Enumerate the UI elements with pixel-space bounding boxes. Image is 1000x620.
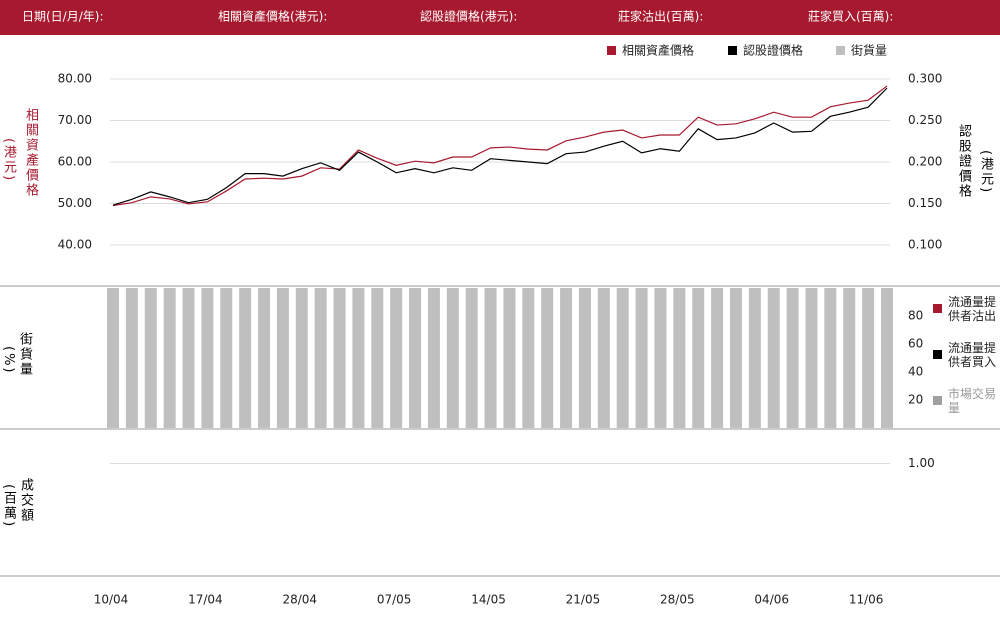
bar (843, 288, 856, 428)
bar (824, 288, 837, 428)
bar (276, 288, 289, 428)
bar (258, 288, 271, 428)
bar (239, 288, 252, 428)
legend-swatch (933, 350, 942, 359)
y-tick-label: 80 (908, 309, 923, 323)
x-tick-label: 10/04 (94, 593, 129, 607)
y-tick-label: 60 (908, 337, 923, 351)
y-axis-label: 成交額 (18, 478, 33, 523)
y-tick-label: 60.00 (58, 155, 92, 169)
line (112, 85, 888, 207)
x-tick-label: 28/05 (660, 593, 695, 607)
legend-swatch (933, 304, 942, 313)
legend-label: 市場交易量 (948, 387, 997, 415)
y2-axis-unit: (港元) (978, 150, 993, 195)
legend-label: 相關資產價格 (622, 43, 694, 58)
bar (654, 288, 667, 428)
bar (125, 288, 138, 428)
bar (767, 288, 780, 428)
bar (390, 288, 403, 428)
header-label: 相關資產價格(港元): (218, 9, 327, 24)
legend-label: 流通量提供者沽出 (948, 295, 997, 323)
y-tick-label: 80.00 (58, 72, 92, 86)
y-tick-label: 20 (908, 393, 923, 407)
bar (862, 288, 875, 428)
x-tick-label: 28/04 (282, 593, 317, 607)
legend-label: 街貨量 (851, 43, 887, 58)
bar (616, 288, 629, 428)
legend-label: 流通量提供者買入 (948, 341, 997, 369)
y-tick-label: 40 (908, 365, 923, 379)
header-label: 莊家買入(百萬): (808, 9, 893, 24)
x-tick-label: 07/05 (377, 593, 412, 607)
bar (560, 288, 573, 428)
bar (484, 288, 497, 428)
y-tick-label: 1.00 (908, 456, 935, 470)
legend-swatch (607, 46, 616, 55)
y-axis-unit: (百萬) (1, 484, 16, 529)
legend-swatch (933, 396, 942, 405)
bar (295, 288, 308, 428)
y2-tick-label: 0.250 (908, 113, 942, 127)
x-tick-label: 04/06 (754, 593, 789, 607)
bar (427, 288, 440, 428)
header-label: 莊家沽出(百萬): (618, 9, 703, 24)
bar (635, 288, 648, 428)
y-tick-label: 40.00 (58, 238, 92, 252)
y2-tick-label: 0.200 (908, 155, 942, 169)
legend-swatch (728, 46, 737, 55)
bar (220, 288, 233, 428)
bar (352, 288, 365, 428)
bar (673, 288, 686, 428)
y2-tick-label: 0.150 (908, 196, 942, 210)
legend-label: 認股證價格 (743, 43, 803, 58)
bar (522, 288, 535, 428)
x-tick-label: 21/05 (566, 593, 601, 607)
legend-swatch (836, 46, 845, 55)
bar (333, 288, 346, 428)
x-tick-label: 11/06 (849, 593, 884, 607)
y2-tick-label: 0.100 (908, 238, 942, 252)
bar (881, 288, 893, 428)
bar (446, 288, 459, 428)
bar (786, 288, 799, 428)
bar (465, 288, 478, 428)
bar (748, 288, 761, 428)
bar (371, 288, 384, 428)
y-axis-label: 相關資產價格 (23, 108, 38, 198)
bar (711, 288, 724, 428)
y-tick-label: 50.00 (58, 196, 92, 210)
header-label: 日期(日/月/年): (22, 10, 104, 24)
y-axis-unit: (%) (1, 346, 16, 375)
bar (578, 288, 591, 428)
y2-axis-label: 認股證價格 (956, 124, 971, 199)
line (112, 87, 888, 206)
bar (503, 288, 516, 428)
bar (314, 288, 327, 428)
bar (805, 288, 818, 428)
y-axis-label: 街貨量 (17, 332, 32, 377)
bar (144, 288, 157, 428)
header-bar (0, 0, 1000, 35)
bar (597, 288, 610, 428)
y-tick-label: 70.00 (58, 113, 92, 127)
bar (201, 288, 214, 428)
y-axis-unit: (港元) (1, 138, 16, 183)
bar (541, 288, 554, 428)
bar (409, 288, 422, 428)
bar (163, 288, 176, 428)
bar (692, 288, 705, 428)
bar (182, 288, 195, 428)
bar (107, 288, 119, 428)
y2-tick-label: 0.300 (908, 72, 942, 86)
x-tick-label: 17/04 (188, 593, 223, 607)
bar (729, 288, 742, 428)
header-label: 認股證價格(港元): (420, 9, 517, 24)
x-tick-label: 14/05 (471, 593, 506, 607)
